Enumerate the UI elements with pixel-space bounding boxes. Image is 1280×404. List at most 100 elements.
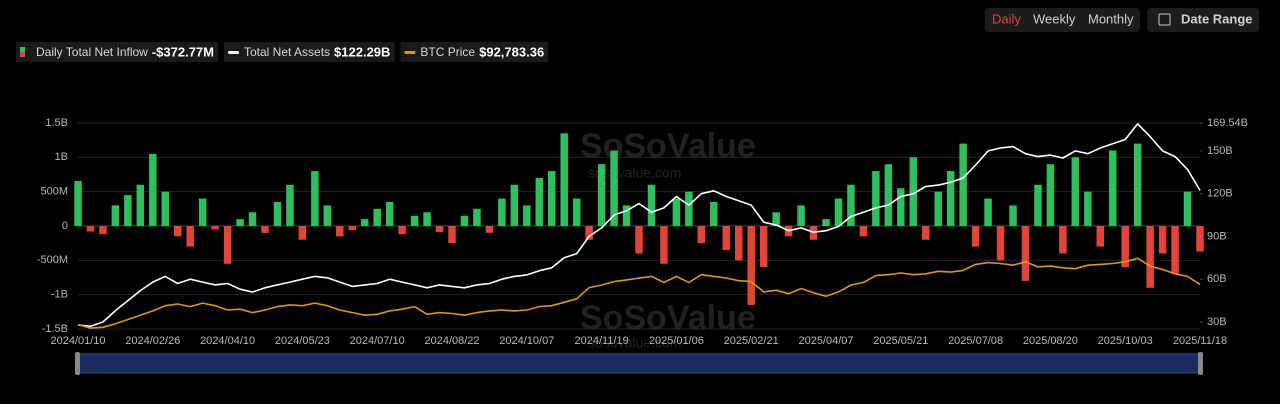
bar	[697, 226, 706, 244]
bar	[149, 153, 157, 226]
bar	[1183, 191, 1192, 226]
bar	[547, 171, 556, 226]
bar	[672, 198, 681, 226]
tab-daily[interactable]: Daily	[992, 11, 1021, 26]
y2-tick-label: 120B	[1207, 188, 1233, 200]
bar	[897, 188, 905, 226]
bar	[635, 226, 643, 254]
bar	[485, 226, 494, 233]
y-tick-label: 0	[62, 220, 68, 232]
bar	[173, 226, 182, 237]
legend-value: $92,783.36	[479, 44, 544, 59]
navigator-handle[interactable]	[1198, 352, 1203, 375]
x-tick-label: 2024/10/07	[499, 335, 554, 347]
bar	[959, 143, 967, 226]
bar	[859, 226, 868, 237]
bar	[198, 198, 207, 226]
date-range-button[interactable]	[1147, 8, 1259, 32]
legend-swatch	[404, 51, 416, 54]
date-range-label[interactable]: Date Range	[1181, 11, 1253, 26]
bar	[286, 184, 294, 226]
bar	[223, 226, 232, 264]
bar	[348, 226, 357, 231]
bar	[1133, 143, 1142, 226]
tab-monthly[interactable]: Monthly	[1088, 11, 1134, 26]
bar	[597, 164, 606, 226]
x-tick-label: 2025/10/03	[1098, 335, 1153, 347]
bar	[410, 215, 419, 226]
bar	[523, 205, 531, 226]
x-tick-label: 2024/11/19	[574, 335, 628, 347]
bar	[385, 201, 394, 226]
bar	[124, 195, 132, 226]
calendar-icon	[1158, 13, 1171, 26]
bar	[585, 226, 593, 240]
bar	[1021, 226, 1030, 281]
bar	[86, 226, 95, 232]
y-tick-label: 1B	[55, 151, 68, 163]
bar	[934, 191, 942, 226]
bar	[298, 226, 307, 240]
bar	[622, 205, 631, 226]
bar	[336, 226, 344, 237]
bar	[797, 205, 805, 226]
bar	[211, 226, 219, 230]
bar	[722, 226, 731, 251]
line	[77, 257, 1201, 329]
x-tick-label: 2024/08/22	[424, 335, 479, 347]
y-tick-label: 1.5B	[45, 117, 68, 129]
bar	[74, 181, 82, 226]
legend-item[interactable]: BTC Price $92,783.36	[400, 42, 549, 62]
y-tick-label: -1B	[51, 289, 68, 301]
bar	[872, 171, 880, 226]
x-tick-label: 2025/05/21	[873, 335, 928, 347]
navigator[interactable]	[77, 353, 1201, 374]
bar	[248, 212, 257, 226]
bar	[1146, 226, 1154, 288]
bar	[822, 219, 830, 226]
bar	[1108, 150, 1117, 226]
bar	[772, 212, 780, 226]
bar	[847, 184, 855, 226]
bar	[747, 226, 755, 305]
interval-tabs	[985, 8, 1140, 32]
bar	[273, 201, 282, 226]
bar	[186, 226, 194, 247]
bar	[647, 184, 656, 226]
bar	[1171, 226, 1179, 275]
x-tick-label: 2024/05/23	[275, 335, 330, 347]
y2-tick-label: 169.54B	[1207, 117, 1248, 129]
watermark: SoSoValue	[580, 127, 756, 165]
y2-tick-label: 30B	[1207, 316, 1227, 328]
bar	[261, 226, 269, 233]
bar	[161, 191, 170, 226]
bar	[498, 198, 506, 226]
bar	[236, 219, 244, 226]
navigator-handle[interactable]	[75, 352, 80, 375]
legend-item[interactable]: Total Net Assets $122.29B	[223, 42, 395, 62]
bar	[984, 198, 992, 226]
legend-value: $122.29B	[334, 44, 390, 59]
legend-label: Daily Total Net Inflow	[36, 45, 148, 59]
legend-bg	[400, 42, 549, 62]
legend-item[interactable]: Daily Total Net Inflow -$372.77M	[16, 42, 218, 62]
bar	[610, 150, 618, 226]
bar	[1034, 184, 1042, 226]
bar	[311, 171, 319, 226]
bar	[136, 184, 145, 226]
tab-weekly[interactable]: Weekly	[1033, 11, 1076, 26]
legend-swatch	[227, 51, 239, 54]
bar	[884, 164, 893, 226]
legend-swatch	[20, 47, 25, 52]
bar	[473, 208, 481, 226]
bar	[398, 226, 406, 235]
legend-value: -$372.77M	[152, 44, 214, 59]
x-tick-label: 2024/04/10	[200, 335, 255, 347]
watermark-url: sosovalue.com	[588, 335, 681, 351]
bar	[373, 208, 381, 226]
bar	[460, 215, 469, 226]
watermark: SoSoValue	[580, 299, 756, 337]
bar	[759, 226, 768, 268]
bar	[1121, 226, 1129, 268]
